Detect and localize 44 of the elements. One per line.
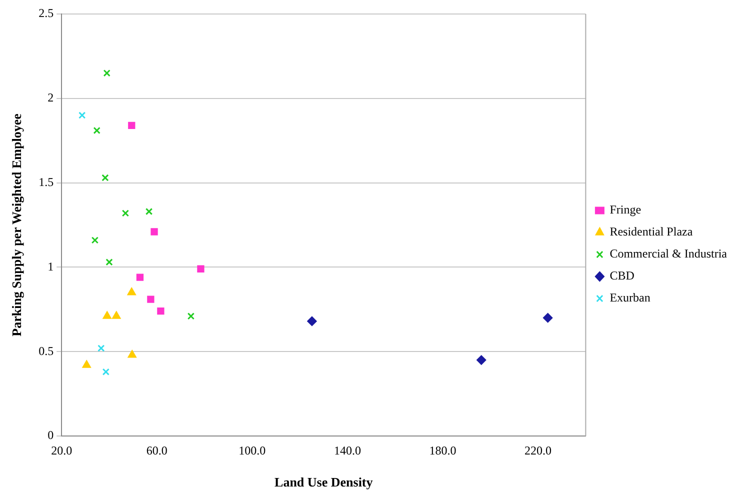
y-tick-label: 2 (48, 90, 54, 105)
point (91, 236, 99, 244)
point (112, 311, 121, 319)
point (103, 70, 110, 77)
legend-label: CBD (610, 268, 635, 283)
x-tick-label: 140.0 (334, 443, 361, 458)
point (197, 265, 204, 272)
legend-label: Residential Plaza (610, 224, 694, 239)
legend-label: Exurban (610, 290, 650, 305)
x-axis-title: Land Use Density (274, 474, 374, 490)
point (307, 316, 317, 326)
point (543, 313, 553, 323)
point (145, 208, 153, 216)
y-tick-label: 1.5 (38, 174, 54, 189)
y-tick-label: 2.5 (38, 6, 54, 20)
point (102, 368, 110, 376)
point (102, 311, 112, 319)
point (157, 308, 164, 315)
legend-label: Commercial & Industria (610, 246, 728, 261)
point (127, 288, 136, 296)
x-tick-label: 20.0 (51, 443, 72, 458)
point (150, 228, 158, 236)
y-tick-label: 0 (48, 428, 54, 442)
point (136, 274, 144, 281)
point (82, 360, 91, 368)
point (78, 112, 86, 119)
point (147, 296, 154, 303)
point (106, 258, 113, 266)
y-tick-label: 0.5 (38, 344, 54, 358)
point (128, 350, 136, 358)
x-tick-label: 100.0 (238, 443, 266, 458)
x-tick-label: 220.0 (524, 443, 552, 458)
point (93, 126, 100, 134)
point (187, 312, 195, 320)
x-tick-label: 180.0 (429, 443, 456, 458)
y-tick-label: 1 (48, 259, 54, 274)
point (102, 174, 109, 182)
x-tick-label: 60.0 (146, 443, 168, 458)
point (476, 355, 486, 365)
point (98, 344, 105, 352)
point (122, 210, 130, 217)
point (128, 122, 136, 129)
legend-label: Fringe (610, 202, 642, 217)
y-axis-title: Parking Supply per Weighted Employee (9, 113, 24, 336)
